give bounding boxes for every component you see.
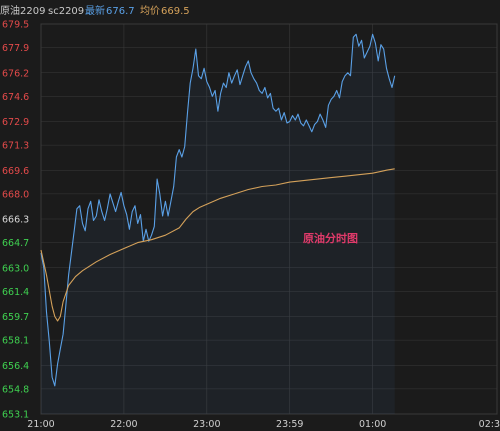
y-tick-label: 671.3 [2, 141, 29, 152]
y-tick-label: 663.0 [2, 263, 29, 274]
header-avg-value: 669.5 [161, 6, 190, 17]
y-tick-label: 679.5 [2, 20, 29, 31]
y-tick-label: 668.0 [2, 189, 29, 200]
x-tick-label: 01:00 [359, 419, 386, 430]
price-line [40, 33, 396, 387]
average-price-line [40, 168, 395, 322]
y-tick-label: 653.1 [2, 410, 29, 421]
y-tick-label: 659.7 [2, 312, 29, 323]
header-symbol-name: 原油2209 [0, 4, 45, 17]
y-tick-label: 669.6 [2, 166, 29, 177]
y-tick-label: 658.1 [2, 336, 29, 347]
header-code: sc2209 [48, 6, 84, 17]
y-tick-label: 666.3 [2, 215, 29, 226]
header-latest-value: 676.7 [106, 6, 135, 17]
chart-annotation: 原油分时图 [303, 231, 358, 245]
x-tick-label: 22:00 [110, 419, 137, 430]
y-tick-label: 664.7 [2, 238, 29, 249]
y-tick-label: 654.8 [2, 384, 29, 395]
header-latest-label: 最新 [85, 4, 105, 17]
y-axis-ticks: 679.5 677.9 676.2 674.6 672.9 671.3 669.6 668.0… [2, 20, 29, 421]
y-tick-label: 674.6 [2, 92, 29, 103]
y-tick-label: 676.2 [2, 68, 29, 79]
price-area [41, 34, 395, 415]
header-avg-label: 均价 [140, 5, 160, 17]
series-layer [40, 33, 396, 415]
x-axis-ticks: 21:00 22:00 23:00 23:59 01:00 02:3 [27, 419, 500, 430]
y-tick-label: 672.9 [2, 117, 29, 128]
x-tick-label: 23:59 [276, 419, 303, 430]
y-tick-label: 656.4 [2, 361, 29, 372]
y-tick-label: 661.4 [2, 287, 29, 298]
x-tick-label: 23:00 [193, 419, 220, 430]
grid-lines [40, 23, 498, 415]
x-tick-label: 02:3 [479, 419, 500, 430]
x-tick-label: 21:00 [27, 419, 54, 430]
y-tick-label: 677.9 [2, 43, 29, 54]
